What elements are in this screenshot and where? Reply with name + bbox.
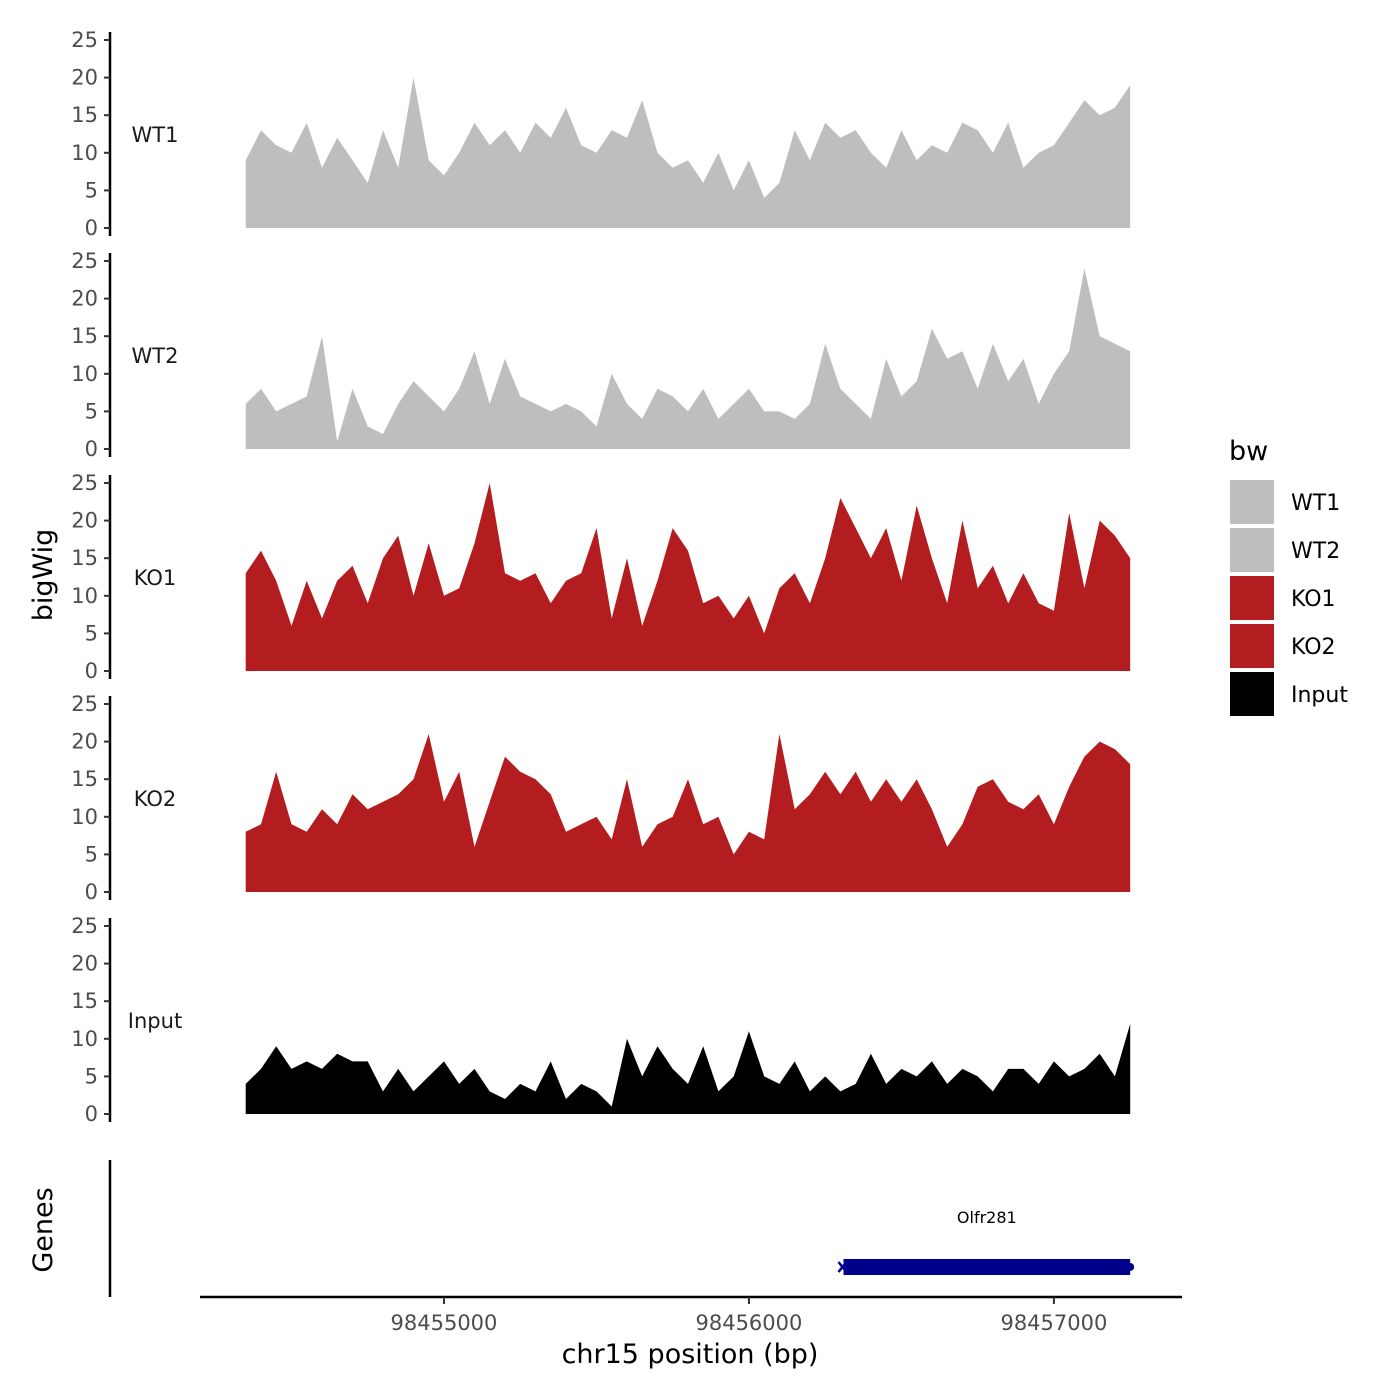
legend-label: Input bbox=[1291, 683, 1348, 708]
track-wt1: 0 5 10 15 20 25 WT1 bbox=[71, 28, 1131, 240]
gene-body bbox=[843, 1259, 1131, 1275]
x-tick-label: 98457000 bbox=[1000, 1311, 1107, 1335]
legend-swatch bbox=[1230, 576, 1274, 620]
y-tick-label: 25 bbox=[71, 692, 98, 716]
y-tick-label: 5 bbox=[85, 621, 98, 645]
x-tick-label: 98456000 bbox=[695, 1311, 802, 1335]
y-tick-label: 15 bbox=[71, 989, 98, 1013]
y-axis-title: bigWig bbox=[28, 529, 59, 622]
legend-entry-wt1: WT1 bbox=[1230, 480, 1340, 524]
y-tick-label: 15 bbox=[71, 767, 98, 791]
track-ko1: 0 5 10 15 20 25 KO1 bbox=[71, 471, 1131, 683]
x-tick-label: 98455000 bbox=[391, 1311, 498, 1335]
track-label-ko2: KO2 bbox=[134, 787, 177, 811]
area-wt2 bbox=[245, 268, 1131, 449]
gene-start-marker bbox=[837, 1261, 848, 1273]
y-tick-label: 10 bbox=[71, 141, 98, 165]
gene-track: Genes Olfr281 bbox=[28, 1160, 1135, 1297]
legend-label: KO1 bbox=[1291, 587, 1336, 612]
y-tick-label: 20 bbox=[71, 287, 98, 311]
y-tick-label: 20 bbox=[71, 509, 98, 533]
gene-label: Olfr281 bbox=[957, 1208, 1017, 1227]
legend-entry-ko1: KO1 bbox=[1230, 576, 1336, 620]
legend-swatch bbox=[1230, 480, 1274, 524]
gene-track-title: Genes bbox=[28, 1187, 59, 1272]
y-tick-label: 0 bbox=[85, 659, 98, 683]
y-tick-label: 5 bbox=[85, 178, 98, 202]
y-tick-label: 20 bbox=[71, 66, 98, 90]
y-tick-label: 0 bbox=[85, 880, 98, 904]
legend-swatch bbox=[1230, 528, 1274, 572]
y-tick-label: 5 bbox=[85, 842, 98, 866]
legend-label: WT1 bbox=[1291, 491, 1340, 516]
y-tick-label: 5 bbox=[85, 399, 98, 423]
y-tick-label: 25 bbox=[71, 471, 98, 495]
track-label-ko1: KO1 bbox=[134, 566, 177, 590]
y-tick-label: 15 bbox=[71, 103, 98, 127]
y-tick-label: 20 bbox=[71, 730, 98, 754]
legend-swatch bbox=[1230, 624, 1274, 668]
y-tick-label: 10 bbox=[71, 805, 98, 829]
y-tick-label: 25 bbox=[71, 249, 98, 273]
y-tick-label: 0 bbox=[85, 216, 98, 240]
legend-entry-ko2: KO2 bbox=[1230, 624, 1336, 668]
area-input bbox=[245, 1023, 1131, 1114]
x-axis-title: chr15 position (bp) bbox=[562, 1339, 819, 1370]
y-tick-label: 25 bbox=[71, 914, 98, 938]
legend-entry-wt2: WT2 bbox=[1230, 528, 1340, 572]
y-tick-label: 0 bbox=[85, 437, 98, 461]
y-tick-label: 0 bbox=[85, 1102, 98, 1126]
y-tick-label: 10 bbox=[71, 584, 98, 608]
area-wt1 bbox=[245, 77, 1131, 228]
legend-entry-input: Input bbox=[1230, 672, 1348, 716]
y-tick-label: 20 bbox=[71, 952, 98, 976]
legend-swatch bbox=[1230, 672, 1274, 716]
legend-label: KO2 bbox=[1291, 635, 1336, 660]
track-label-input: Input bbox=[128, 1009, 182, 1033]
area-ko2 bbox=[245, 734, 1131, 892]
y-tick-label: 15 bbox=[71, 324, 98, 348]
y-tick-label: 5 bbox=[85, 1064, 98, 1088]
legend-label: WT2 bbox=[1291, 539, 1340, 564]
signal-tracks: 0510152025WT10510152025WT20510152025KO10… bbox=[71, 28, 1131, 1126]
track-label-wt2: WT2 bbox=[132, 344, 179, 368]
legend: bw WT1 WT2 KO1 KO2 Input bbox=[1229, 436, 1348, 716]
gene-end-marker bbox=[1126, 1263, 1135, 1271]
y-tick-label: 25 bbox=[71, 28, 98, 52]
area-ko1 bbox=[245, 483, 1131, 671]
y-tick-label: 10 bbox=[71, 1027, 98, 1051]
track-wt2: 0 5 10 15 20 25 WT2 bbox=[71, 249, 1131, 461]
y-tick-label: 15 bbox=[71, 546, 98, 570]
track-input: 0 5 10 15 20 25 Input bbox=[71, 914, 1131, 1126]
x-axis: 98455000 98456000 98457000 bbox=[200, 1295, 1182, 1335]
track-ko2: 0 5 10 15 20 25 KO2 bbox=[71, 692, 1131, 904]
legend-title: bw bbox=[1229, 436, 1268, 467]
y-tick-label: 10 bbox=[71, 362, 98, 386]
gene-olfr281: Olfr281 bbox=[837, 1208, 1135, 1275]
track-label-wt1: WT1 bbox=[132, 123, 179, 147]
